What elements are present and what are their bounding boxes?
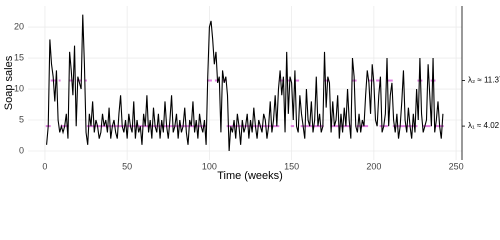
y-tick-label: 0: [19, 145, 24, 155]
x-tick-label: 200: [366, 161, 381, 171]
data-line: [46, 14, 444, 152]
x-tick-label: 50: [122, 161, 132, 171]
x-tick-label: 0: [42, 161, 47, 171]
y-tick-label: 10: [14, 83, 24, 93]
y-axis-label: Soap sales: [3, 55, 15, 110]
y-tick-label: 15: [14, 52, 24, 62]
x-tick-label: 150: [284, 161, 299, 171]
x-axis-label: Time (weeks): [217, 170, 283, 182]
y-tick-label: 20: [14, 21, 24, 31]
y-tick-label: 5: [19, 114, 24, 124]
x-tick-label: 100: [202, 161, 217, 171]
y2-tick-label: λ₂ ≈ 11.37: [468, 76, 500, 85]
y2-tick-label: λ₁ ≈ 4.02: [468, 121, 500, 130]
x-tick-label: 250: [449, 161, 464, 171]
